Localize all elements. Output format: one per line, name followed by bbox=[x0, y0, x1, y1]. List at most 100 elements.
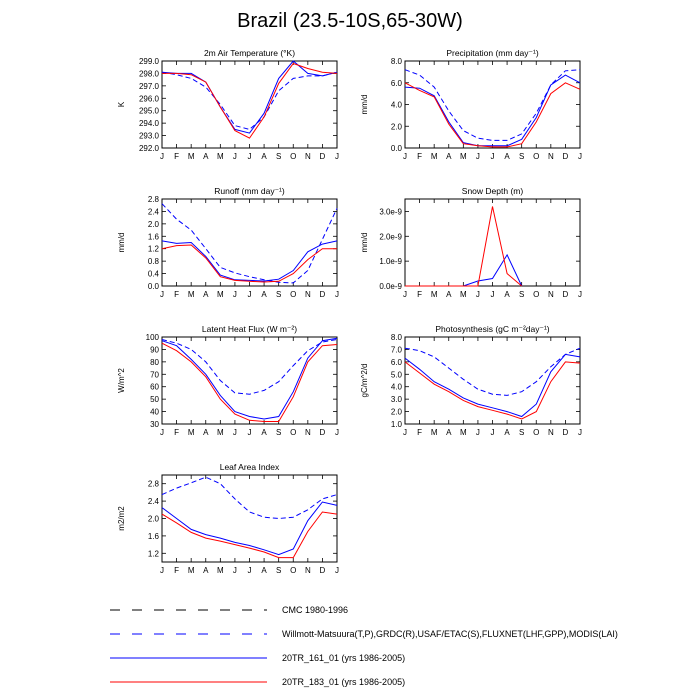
y-tick-label: 2.0 bbox=[148, 515, 160, 524]
series-line-r161 bbox=[161, 501, 338, 556]
series-line-obs bbox=[161, 476, 338, 520]
figure-title: Brazil (23.5-10S,65-30W) bbox=[237, 10, 463, 32]
x-tick-label: A bbox=[446, 152, 452, 161]
y-tick-label: 292.0 bbox=[139, 144, 160, 153]
legend-label-obs: Willmott-Matsuura(T,P),GRDC(R),USAF/ETAC… bbox=[282, 629, 618, 639]
series-line-obs bbox=[161, 339, 338, 395]
y-tick-label: 4.0 bbox=[391, 383, 403, 392]
x-tick-label: J bbox=[248, 566, 252, 575]
y-tick-label: 1.6 bbox=[148, 232, 160, 241]
y-tick-label: 6.0 bbox=[391, 358, 403, 367]
x-tick-label: O bbox=[290, 290, 296, 299]
x-tick-label: D bbox=[563, 152, 569, 161]
y-tick-label: 297.0 bbox=[139, 82, 160, 91]
y-tick-label: 2.8 bbox=[148, 195, 160, 204]
x-tick-label: A bbox=[504, 428, 510, 437]
x-tick-label: J bbox=[233, 290, 237, 299]
y-tick-label: 1.2 bbox=[148, 245, 160, 254]
y-tick-label: 2.4 bbox=[148, 207, 160, 216]
series-line-r161 bbox=[161, 337, 338, 420]
x-tick-label: M bbox=[431, 428, 438, 437]
y-axis-label: W/m^2 bbox=[117, 368, 126, 393]
chart-title: Photosynthesis (gC m⁻²day⁻¹) bbox=[435, 324, 549, 334]
y-tick-label: 6.0 bbox=[391, 79, 403, 88]
y-axis-label: mm/d bbox=[360, 95, 369, 115]
series-line-obs bbox=[404, 347, 581, 396]
x-tick-label: M bbox=[460, 152, 467, 161]
chart-lhf: Latent Heat Flux (W m⁻²) 30 40 50 60 70 80 90 10… bbox=[117, 324, 339, 437]
y-tick-label: 294.0 bbox=[139, 119, 160, 128]
x-tick-label: S bbox=[276, 428, 281, 437]
x-tick-label: S bbox=[519, 428, 524, 437]
y-tick-label: 3.0e-9 bbox=[379, 207, 402, 216]
x-tick-label: M bbox=[431, 152, 438, 161]
x-tick-label: F bbox=[417, 152, 422, 161]
x-tick-label: M bbox=[217, 152, 224, 161]
series-line-r183 bbox=[404, 361, 581, 420]
x-tick-label: J bbox=[491, 428, 495, 437]
y-tick-label: 1.0 bbox=[391, 420, 403, 429]
x-tick-label: N bbox=[305, 566, 311, 575]
x-tick-label: O bbox=[290, 566, 296, 575]
x-tick-label: M bbox=[188, 152, 195, 161]
y-tick-label: 298.0 bbox=[139, 69, 160, 78]
series-line-r183 bbox=[404, 82, 581, 148]
x-tick-label: O bbox=[533, 152, 539, 161]
x-tick-label: J bbox=[403, 428, 407, 437]
series-line-r183 bbox=[162, 62, 338, 139]
y-axis-label: mm/d bbox=[360, 233, 369, 253]
x-tick-label: J bbox=[160, 428, 164, 437]
y-tick-label: 2.0 bbox=[391, 122, 403, 131]
y-tick-label: 1.6 bbox=[148, 532, 160, 541]
y-tick-label: 80 bbox=[150, 358, 159, 367]
x-tick-label: M bbox=[188, 290, 195, 299]
x-tick-label: F bbox=[174, 290, 179, 299]
y-tick-label: 70 bbox=[150, 370, 159, 379]
y-tick-label: 2.4 bbox=[148, 497, 160, 506]
y-tick-label: 2.8 bbox=[148, 480, 160, 489]
x-tick-label: J bbox=[160, 566, 164, 575]
x-tick-label: J bbox=[578, 428, 582, 437]
y-tick-label: 299.0 bbox=[139, 57, 160, 66]
y-tick-label: 7.0 bbox=[391, 345, 403, 354]
x-tick-label: A bbox=[203, 566, 209, 575]
x-tick-label: J bbox=[491, 152, 495, 161]
x-tick-label: A bbox=[504, 152, 510, 161]
chart-title: Leaf Area Index bbox=[220, 462, 280, 472]
y-tick-label: 8.0 bbox=[391, 333, 403, 342]
x-tick-label: A bbox=[261, 566, 267, 575]
x-tick-label: J bbox=[335, 290, 339, 299]
x-tick-label: J bbox=[160, 290, 164, 299]
x-tick-label: J bbox=[160, 152, 164, 161]
legend-label-r161: 20TR_161_01 (yrs 1986-2005) bbox=[282, 653, 405, 663]
chart-title: Precipitation (mm day⁻¹) bbox=[446, 48, 539, 58]
x-tick-label: J bbox=[248, 152, 252, 161]
chart-title: Latent Heat Flux (W m⁻²) bbox=[202, 324, 297, 334]
y-tick-label: 40 bbox=[150, 408, 159, 417]
chart-title: 2m Air Temperature (°K) bbox=[204, 48, 295, 58]
series-line-r183 bbox=[405, 206, 523, 287]
chart-snow: Snow Depth (m) 0.0e-9 1.0e-9 2.0e-9 3.0e-9 mm… bbox=[360, 186, 582, 299]
series-line-r161 bbox=[404, 353, 581, 418]
chart-title: Runoff (mm day⁻¹) bbox=[214, 186, 285, 196]
x-tick-label: S bbox=[276, 152, 281, 161]
x-tick-label: N bbox=[548, 290, 554, 299]
series-line-r183 bbox=[161, 244, 337, 283]
y-tick-label: 2.0 bbox=[391, 408, 403, 417]
x-tick-label: M bbox=[460, 428, 467, 437]
x-tick-label: D bbox=[320, 290, 326, 299]
y-tick-label: 3.0 bbox=[391, 395, 403, 404]
x-tick-label: J bbox=[476, 428, 480, 437]
y-tick-label: 295.0 bbox=[139, 107, 160, 116]
plot-frame bbox=[161, 336, 338, 425]
y-axis-label: gC/m^2/d bbox=[360, 364, 369, 398]
x-tick-label: A bbox=[446, 290, 452, 299]
series-line-obs bbox=[404, 69, 581, 141]
x-tick-label: J bbox=[476, 152, 480, 161]
x-tick-label: J bbox=[248, 428, 252, 437]
y-tick-label: 100 bbox=[146, 333, 160, 342]
y-tick-label: 0.8 bbox=[148, 257, 160, 266]
x-tick-label: J bbox=[233, 428, 237, 437]
x-tick-label: N bbox=[305, 290, 311, 299]
